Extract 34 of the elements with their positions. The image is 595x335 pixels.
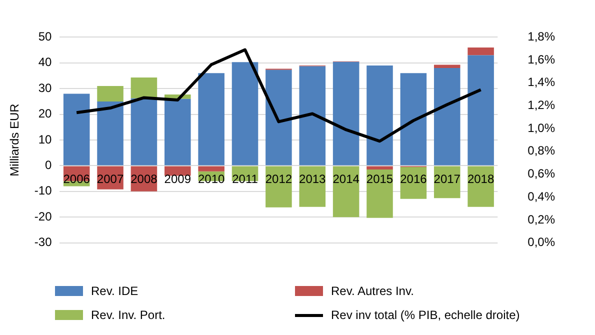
x-tick-label: 2013 xyxy=(299,172,326,186)
y2-tick-label: 0,8% xyxy=(528,144,556,158)
x-tick-label: 2018 xyxy=(467,172,494,186)
y2-tick-label: 0,4% xyxy=(528,189,556,204)
y-tick-label: 40 xyxy=(38,55,52,70)
y-tick-label: 0 xyxy=(45,158,52,172)
x-tick-label: 2015 xyxy=(366,172,394,186)
x-tick-label: 2012 xyxy=(265,172,292,186)
y2-tick-label: 1,4% xyxy=(528,75,556,90)
x-tick-label: 2009 xyxy=(164,172,192,186)
y2-tick-label: 0,2% xyxy=(528,212,556,226)
y2-tick-label: 1,0% xyxy=(528,120,556,135)
y2-tick-label: 0,0% xyxy=(528,235,556,250)
legend-label: Rev. IDE xyxy=(91,284,138,298)
y-tick-label: -10 xyxy=(34,184,52,198)
y2-tick-label: 0,6% xyxy=(528,166,556,181)
y2-tick-label: 1,2% xyxy=(528,98,556,112)
legend-label: Rev inv total (% PIB, echelle droite) xyxy=(331,308,520,322)
y-tick-label: 50 xyxy=(38,30,52,44)
y-axis-title: Milliards EUR xyxy=(8,103,22,176)
y2-tick-label: 1,6% xyxy=(528,52,556,66)
x-tick-label: 2014 xyxy=(332,172,360,186)
x-tick-label: 2007 xyxy=(96,172,124,186)
y-tick-label: 20 xyxy=(38,106,52,121)
x-tick-label: 2016 xyxy=(400,172,428,186)
x-tick-label: 2017 xyxy=(434,172,461,186)
x-tick-label: 2008 xyxy=(130,172,158,186)
y-tick-label: 30 xyxy=(38,80,52,95)
y-tick-label: -20 xyxy=(34,209,52,224)
y-tick-label: 10 xyxy=(38,132,52,146)
legend-label: Rev. Inv. Port. xyxy=(91,308,166,322)
legend-label: Rev. Autres Inv. xyxy=(331,284,414,298)
y2-tick-label: 1,8% xyxy=(528,30,556,44)
y-tick-label: -30 xyxy=(34,235,52,250)
